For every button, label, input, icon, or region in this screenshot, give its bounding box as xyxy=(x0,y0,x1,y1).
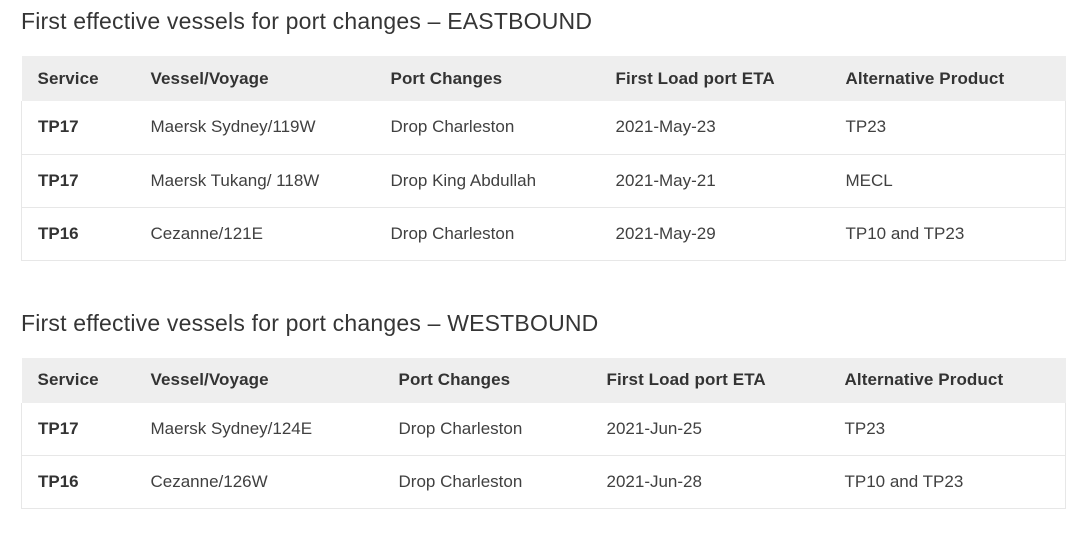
spacer xyxy=(21,34,1065,56)
section-title-eastbound: First effective vessels for port changes… xyxy=(21,8,593,34)
table-cell: Maersk Sydney/124E xyxy=(134,402,383,456)
table-cell: Drop King Abdullah xyxy=(374,154,600,208)
column-header: Port Changes xyxy=(374,56,600,101)
table-cell: Maersk Sydney/119W xyxy=(134,101,375,155)
table-cell: 2021-May-21 xyxy=(599,154,830,208)
table-cell: TP10 and TP23 xyxy=(828,455,1066,509)
table-cell: 2021-May-29 xyxy=(599,207,830,261)
westbound-table-head: Service Vessel/Voyage Port Changes First Lo… xyxy=(21,357,1066,403)
spacer xyxy=(21,261,1065,306)
westbound-table-body: TP17 Maersk Sydney/124E Drop Charleston 202… xyxy=(21,402,1066,509)
table-cell: Drop Charleston xyxy=(374,207,600,261)
table-cell: TP17 xyxy=(21,101,135,155)
column-header: Vessel/Voyage xyxy=(134,357,383,403)
table-cell: TP16 xyxy=(21,455,135,509)
table-cell: TP17 xyxy=(21,154,135,208)
table-cell: 2021-Jun-28 xyxy=(590,455,829,509)
table-cell: Drop Charleston xyxy=(374,101,600,155)
column-header: Service xyxy=(21,56,135,101)
column-header: Alternative Product xyxy=(828,357,1066,403)
table-row: TP17 Maersk Sydney/124E Drop Charleston 202… xyxy=(21,402,1066,456)
eastbound-table: Service Vessel/Voyage Port Changes First Lo… xyxy=(21,56,1066,261)
westbound-table: Service Vessel/Voyage Port Changes First Lo… xyxy=(21,357,1066,509)
section-eastbound: First effective vessels for port changes… xyxy=(21,4,1066,261)
column-header: First Load port ETA xyxy=(590,357,829,403)
table-cell: TP17 xyxy=(21,402,135,456)
table-cell: TP10 and TP23 xyxy=(829,207,1066,261)
page: First effective vessels for port changes… xyxy=(21,4,1066,509)
table-row: TP16 Cezanne/121E Drop Charleston 2021-May-… xyxy=(21,207,1066,261)
table-row: TP17 Maersk Tukang/ 118W Drop King Abdulla… xyxy=(21,154,1066,208)
table-header-row: Service Vessel/Voyage Port Changes First Lo… xyxy=(21,357,1066,403)
column-header: Port Changes xyxy=(382,357,591,403)
table-cell: Cezanne/126W xyxy=(134,455,383,509)
table-cell: 2021-Jun-25 xyxy=(590,402,829,456)
section-westbound: First effective vessels for port changes… xyxy=(21,306,1066,509)
table-cell: TP23 xyxy=(829,101,1066,155)
eastbound-table-head: Service Vessel/Voyage Port Changes First Lo… xyxy=(21,56,1066,101)
column-header: First Load port ETA xyxy=(599,56,830,101)
table-row: TP16 Cezanne/126W Drop Charleston 2021-Jun-… xyxy=(21,455,1066,509)
table-cell: TP23 xyxy=(828,402,1066,456)
table-cell: Maersk Tukang/ 118W xyxy=(134,154,375,208)
table-cell: Cezanne/121E xyxy=(134,207,375,261)
table-cell: Drop Charleston xyxy=(382,455,591,509)
table-row: TP17 Maersk Sydney/119W Drop Charleston 202… xyxy=(21,101,1066,155)
table-cell: MECL xyxy=(829,154,1066,208)
eastbound-table-body: TP17 Maersk Sydney/119W Drop Charleston 202… xyxy=(21,101,1066,261)
spacer xyxy=(21,336,1065,358)
column-header: Service xyxy=(21,357,135,403)
table-cell: 2021-May-23 xyxy=(599,101,830,155)
table-header-row: Service Vessel/Voyage Port Changes First Lo… xyxy=(21,56,1066,101)
column-header: Alternative Product xyxy=(829,56,1066,101)
table-cell: TP16 xyxy=(21,207,135,261)
column-header: Vessel/Voyage xyxy=(134,56,375,101)
section-title-westbound: First effective vessels for port changes… xyxy=(21,309,599,336)
table-cell: Drop Charleston xyxy=(382,402,591,456)
